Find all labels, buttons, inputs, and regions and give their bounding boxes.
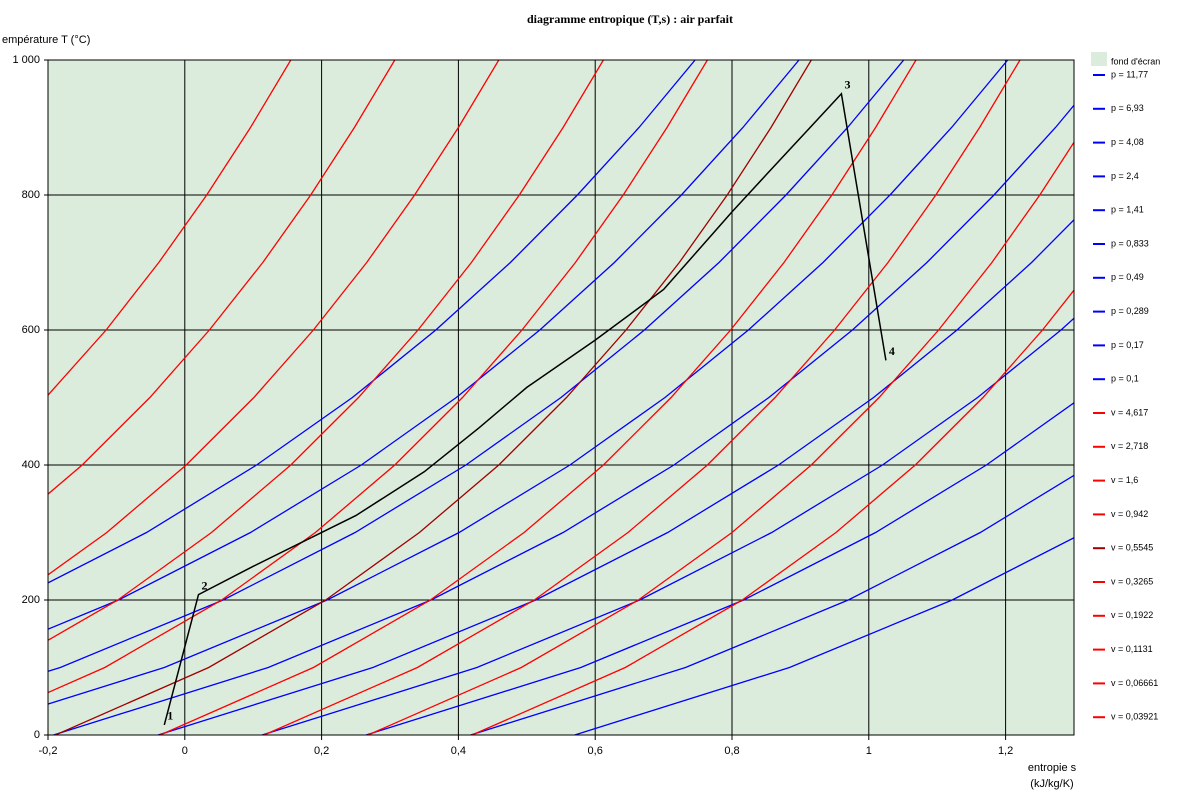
legend-label: p = 2,4: [1111, 171, 1139, 181]
legend-label: v = 4,617: [1111, 407, 1148, 417]
legend-label: v = 0,06661: [1111, 678, 1158, 688]
series-line: [55, 60, 812, 735]
point-label: 2: [201, 578, 207, 592]
series-line: [53, 104, 1074, 735]
x-tick-label: 1,2: [998, 745, 1013, 757]
y-tick-label: 400: [22, 459, 40, 471]
legend-label: v = 0,3265: [1111, 576, 1153, 586]
x-tick-label: 0,6: [588, 745, 603, 757]
legend-swatch: [1091, 52, 1107, 66]
legend-label: v = 1,6: [1111, 475, 1138, 485]
series-line: [48, 60, 292, 397]
x-tick-label: -0,2: [39, 745, 58, 757]
legend-label: v = 2,718: [1111, 441, 1148, 451]
x-tick-label: 0,2: [314, 745, 329, 757]
series-line: [470, 474, 1074, 735]
legend-label: p = 0,833: [1111, 238, 1149, 248]
legend-label: p = 11,77: [1111, 69, 1148, 79]
series-line: [48, 60, 708, 694]
y-tick-label: 0: [34, 729, 40, 741]
x-tick-label: 0,4: [451, 745, 466, 757]
series-line: [48, 60, 905, 673]
series-line: [48, 60, 604, 642]
plot-border: [47, 59, 1075, 736]
y-axis-label: empérature T (°C): [2, 34, 90, 46]
series-line: [365, 402, 1074, 735]
x-tick-label: 0: [182, 745, 188, 757]
x-tick-label: 0,8: [724, 745, 739, 757]
y-tick-label: 600: [22, 324, 40, 336]
point-label: 4: [889, 344, 895, 358]
y-tick-label: 800: [22, 189, 40, 201]
legend-label: fond d'écran: [1111, 56, 1160, 66]
legend-label: v = 0,5545: [1111, 543, 1153, 553]
cycle-line: [163, 92, 887, 726]
legend-label: p = 0,289: [1111, 306, 1149, 316]
legend-label: v = 0,1922: [1111, 610, 1153, 620]
legend-label: v = 0,942: [1111, 509, 1148, 519]
series-line: [574, 537, 1074, 735]
legend-label: p = 0,17: [1111, 340, 1144, 350]
series-line: [48, 60, 696, 584]
y-tick-label: 200: [22, 594, 40, 606]
point-label: 1: [167, 709, 173, 723]
x-axis-label: entropie s: [1028, 762, 1077, 774]
legend-label: p = 0,1: [1111, 374, 1139, 384]
x-axis-unit: (kJ/kg/K): [1030, 778, 1073, 790]
legend-label: v = 0,03921: [1111, 712, 1158, 722]
legend-label: p = 1,41: [1111, 205, 1144, 215]
series-line: [48, 60, 1009, 705]
chart-title: diagramme entropique (T,s) : air parfait: [527, 12, 733, 26]
series-line: [367, 141, 1074, 735]
series-line: [471, 289, 1074, 735]
series-line: [48, 60, 500, 576]
series-line: [159, 60, 917, 735]
series-line: [261, 317, 1074, 735]
plot-lines: [48, 60, 1074, 735]
series-line: [263, 60, 1021, 735]
series-line: [157, 218, 1074, 735]
x-tick-label: 1: [866, 745, 872, 757]
legend-label: p = 0,49: [1111, 272, 1144, 282]
point-label: 3: [844, 78, 850, 92]
legend-label: v = 0,1131: [1111, 644, 1153, 654]
series-line: [48, 60, 396, 495]
legend-label: p = 6,93: [1111, 103, 1144, 113]
legend-label: p = 4,08: [1111, 137, 1144, 147]
y-tick-label: 1 000: [12, 54, 40, 66]
series-line: [48, 60, 800, 630]
